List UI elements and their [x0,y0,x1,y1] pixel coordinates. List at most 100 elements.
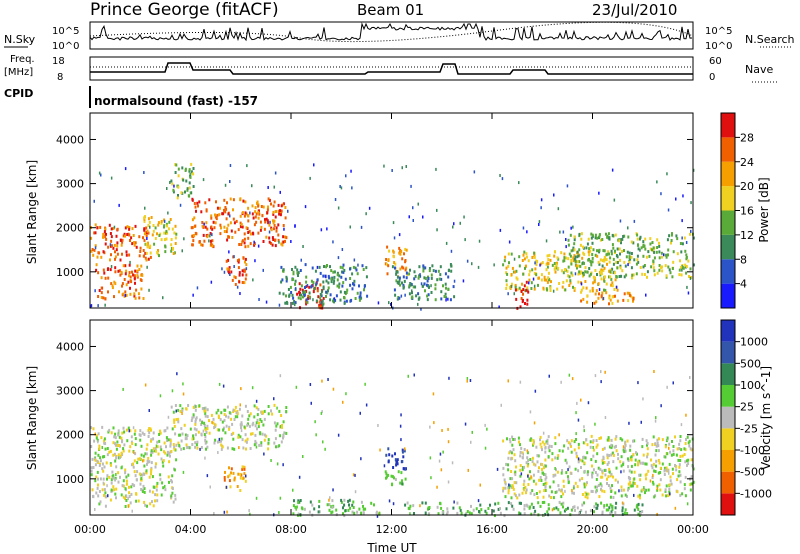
scatter-cell [215,411,218,415]
scatter-cell [279,434,282,438]
scatter-cell [152,447,155,451]
scatter-cell [140,477,143,480]
scatter-cell [686,459,688,463]
scatter-cell [257,210,260,214]
scatter-cell [651,476,654,479]
scatter-cell [565,256,568,260]
scatter-cell [239,435,242,439]
scatter-cell [615,501,618,505]
scatter-cell [362,507,365,511]
scatter-cell [545,278,548,282]
scatter-cell [189,427,192,431]
scatter-cell [124,264,127,268]
scatter-cell [463,215,465,219]
scatter-cell [535,273,538,277]
scatter-cell [603,266,606,270]
scatter-cell [252,421,255,425]
scatter-cell [182,382,184,386]
scatter-cell [604,255,607,259]
scatter-cell [656,180,658,184]
scatter-cell [139,438,142,442]
scatter-cell [391,475,394,479]
scatter-cell [177,167,180,171]
scatter-cell [619,238,622,242]
scatter-cell [293,299,296,303]
scatter-cell [218,382,221,386]
scatter-cell [203,424,206,427]
scatter-cell [435,167,437,171]
scatter-cell [668,446,670,450]
scatter-cell [424,501,427,505]
scatter-cell [319,296,322,300]
scatter-cell [255,441,258,445]
freq-trace [90,62,693,75]
scatter-cell [101,462,104,466]
scatter-cell [122,484,125,488]
scatter-cell [642,397,644,401]
scatter-cell [146,443,149,447]
scatter-cell [219,418,222,422]
scatter-cell [610,283,613,287]
scatter-cell [559,511,562,515]
scatter-cell [580,398,582,402]
scatter-cell [609,270,612,274]
scatter-cell [607,484,610,487]
station-title: Prince George (fitACF) [90,0,279,20]
scatter-cell [684,249,687,253]
scatter-cell [97,271,100,275]
scatter-cell [479,503,482,507]
scatter-cell [505,507,508,511]
scatter-cell [249,412,252,416]
scatter-cell [527,483,530,486]
scatter-cell [603,468,606,472]
scatter-cell [94,231,97,235]
scatter-cell [92,466,95,469]
scatter-cell [658,461,661,465]
scatter-cell [428,269,431,273]
scatter-cell [333,270,336,274]
scatter-cell [322,440,324,444]
scatter-cell [325,275,327,279]
scatter-cell [192,415,195,419]
scatter-cell [448,268,450,272]
scatter-cell [558,433,560,437]
scatter-cell [612,514,614,518]
scatter-cell [204,201,207,205]
scatter-cell [656,246,659,249]
scatter-cell [282,436,284,440]
scatter-cell [135,288,138,292]
scatter-cell [204,435,207,439]
scatter-cell [627,459,630,462]
scatter-cell [170,243,173,247]
scatter-cell [256,413,259,417]
scatter-cell [644,237,647,241]
scatter-cell [675,453,678,457]
scatter-cell [600,294,603,298]
scatter-cell [223,478,226,482]
scatter-cell [409,283,412,287]
scatter-cell [121,282,124,286]
scatter-cell [594,485,597,489]
scatter-cell [229,164,232,167]
scatter-cell [104,303,106,307]
colorbar-tick-label: -100 [740,444,765,457]
scatter-cell [125,428,128,432]
scatter-cell [287,209,289,213]
scatter-cell [195,232,198,236]
scatter-cell [302,455,304,458]
scatter-cell [562,492,564,496]
scatter-cell [548,494,551,498]
scatter-cell [636,505,639,509]
scatter-cell [377,301,380,305]
scatter-cell [133,484,136,488]
scatter-cell [512,487,515,491]
scatter-cell [596,485,598,489]
scatter-cell [165,231,167,235]
scatter-cell [202,178,205,182]
scatter-cell [173,184,175,188]
scatter-cell [115,456,118,460]
scatter-cell [351,510,354,514]
scatter-cell [494,502,497,506]
scatter-cell [170,479,173,482]
scatter-cell [339,290,342,294]
